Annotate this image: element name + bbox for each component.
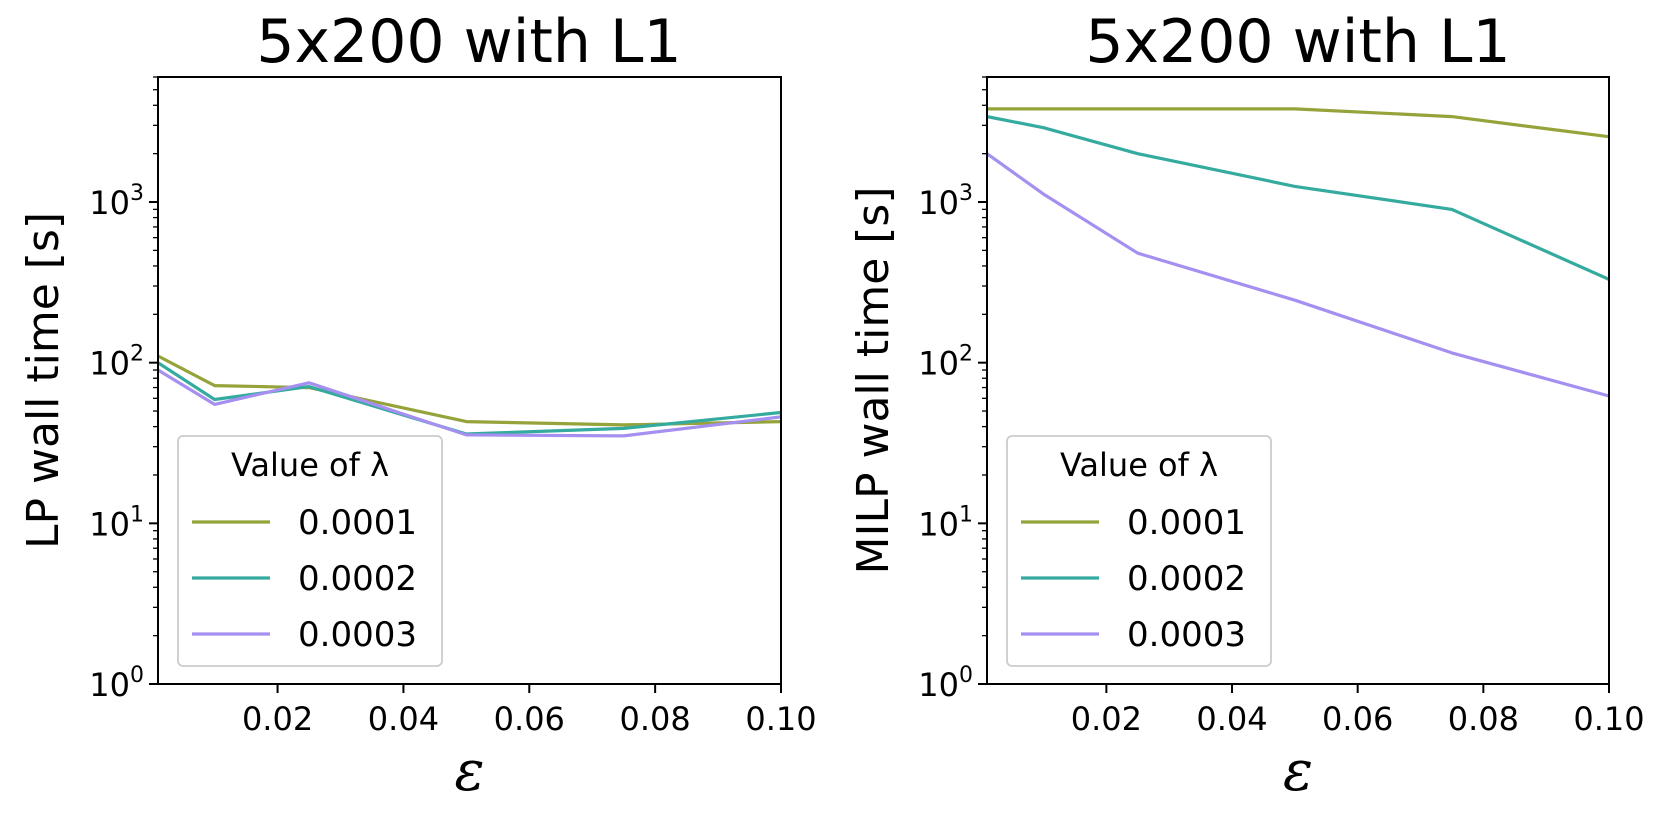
x-tick-label: 0.02 [242, 700, 313, 738]
x-axis-label: ε [454, 739, 484, 804]
series-group [987, 107, 1609, 398]
legend-label: 0.0001 [298, 503, 417, 543]
legend: Value of λ 0.0001 0.0002 0.0003 [177, 435, 443, 667]
y-tick-label: 101 [918, 502, 973, 543]
series-line-0.0001 [158, 354, 781, 427]
y-tick-base: 10 [89, 505, 130, 543]
y-tick-label: 100 [89, 663, 144, 704]
y-axis-label: LP wall time [s] [18, 212, 69, 549]
y-tick-exponent: 0 [959, 663, 973, 688]
y-tick-exponent: 0 [130, 663, 144, 688]
y-tick-label: 101 [89, 502, 144, 543]
legend: Value of λ 0.0001 0.0002 0.0003 [1006, 435, 1272, 667]
y-tick-exponent: 1 [130, 502, 144, 527]
y-tick-base: 10 [89, 184, 130, 222]
y-axis-label: MILP wall time [s] [848, 186, 899, 574]
y-tick-base: 10 [918, 184, 959, 222]
legend-title: Value of λ [1060, 446, 1218, 484]
x-tick-label: 0.02 [1071, 700, 1142, 738]
x-axis-label: ε [1283, 739, 1313, 804]
x-tick-label: 0.04 [368, 700, 439, 738]
x-tick-label: 0.06 [494, 700, 565, 738]
x-tick-label: 0.08 [1448, 700, 1519, 738]
y-tick-base: 10 [918, 345, 959, 383]
y-tick-base: 10 [918, 666, 959, 704]
x-tick-label: 0.10 [1573, 700, 1644, 738]
y-tick-label: 100 [918, 663, 973, 704]
legend-label: 0.0002 [298, 559, 417, 599]
legend-title: Value of λ [231, 446, 389, 484]
chart-title: 5x200 with L1 [1085, 7, 1510, 77]
y-tick-label: 103 [89, 181, 144, 222]
legend-label: 0.0003 [1127, 615, 1246, 655]
series-line-0.0003 [158, 368, 781, 438]
legend-label: 0.0002 [1127, 559, 1246, 599]
y-tick-exponent: 1 [959, 502, 973, 527]
y-tick-base: 10 [89, 666, 130, 704]
legend-label: 0.0003 [298, 615, 417, 655]
series-line-0.0002 [987, 115, 1609, 281]
y-tick-label: 102 [89, 342, 144, 383]
chart-title: 5x200 with L1 [256, 7, 681, 77]
series-line-0.0001 [987, 107, 1609, 139]
series-group [158, 354, 781, 438]
legend-frame [177, 435, 443, 667]
x-tick-label: 0.08 [620, 700, 691, 738]
y-tick-base: 10 [89, 345, 130, 383]
x-tick-label: 0.10 [745, 700, 816, 738]
y-tick-exponent: 2 [130, 342, 144, 367]
y-tick-exponent: 3 [130, 181, 144, 206]
series-line-0.0002 [158, 361, 781, 436]
x-tick-label: 0.04 [1196, 700, 1267, 738]
y-tick-label: 103 [918, 181, 973, 222]
y-tick-base: 10 [918, 505, 959, 543]
y-tick-exponent: 2 [959, 342, 973, 367]
series-line-0.0003 [987, 152, 1609, 398]
x-tick-label: 0.06 [1322, 700, 1393, 738]
plot-area-frame [157, 76, 782, 685]
plot-area-frame [986, 76, 1610, 685]
legend-frame [1006, 435, 1272, 667]
y-tick-label: 102 [918, 342, 973, 383]
y-tick-exponent: 3 [959, 181, 973, 206]
legend-label: 0.0001 [1127, 503, 1246, 543]
